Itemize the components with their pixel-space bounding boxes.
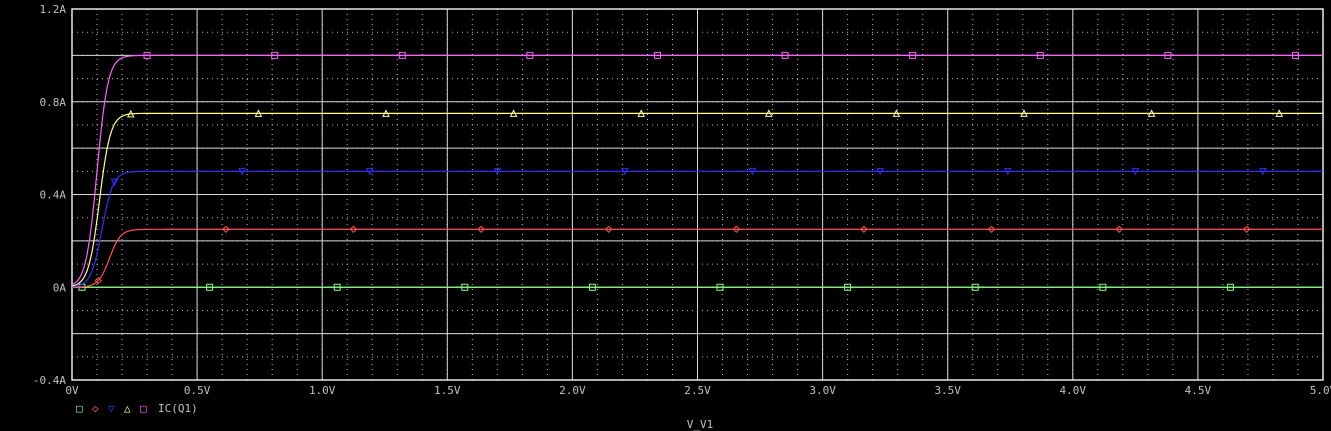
marker-diamond [477, 225, 485, 233]
marker-diamond [222, 225, 230, 233]
marker-triangle-up [126, 109, 135, 118]
marker-diamond [349, 225, 358, 233]
x-tick-label: 1.0V [309, 384, 336, 397]
marker-square [143, 51, 151, 59]
marker-triangle-down [876, 167, 884, 176]
marker-square [461, 283, 469, 291]
x-tick-label: 0.5V [184, 384, 211, 397]
marker-square [653, 51, 661, 59]
plot-frame [71, 8, 1324, 381]
marker-triangle-down [493, 167, 502, 176]
marker-triangle-down [748, 167, 757, 176]
marker-square [271, 51, 279, 59]
marker-square [1226, 283, 1234, 291]
marker-diamond [732, 225, 740, 233]
marker-triangle-up [892, 109, 901, 117]
marker-square [1099, 283, 1107, 291]
marker-square [781, 51, 789, 59]
x-tick-label: 5.0V [1310, 384, 1331, 397]
series-line-4 [71, 112, 1323, 287]
x-tick-label: 3.5V [934, 384, 961, 397]
y-tick-label: -0.4A [33, 374, 66, 387]
marker-square [588, 283, 596, 291]
marker-diamond [1242, 225, 1251, 233]
marker-triangle-up [637, 109, 646, 117]
marker-square [971, 283, 979, 291]
marker-diamond [987, 225, 996, 233]
marker-triangle-up [254, 109, 263, 117]
x-tick-label: 2.5V [684, 384, 711, 397]
marker-triangle-up [1275, 109, 1284, 117]
series-line-3 [71, 170, 1323, 288]
legend-symbol-1: □ [76, 402, 83, 415]
y-tick-label: 0.4A [40, 189, 67, 202]
marker-square [1291, 51, 1299, 59]
marker-square [1036, 51, 1044, 59]
marker-triangle-up [1147, 109, 1156, 117]
x-tick-label: 4.0V [1060, 384, 1087, 397]
legend-symbol-4: △ [124, 402, 131, 415]
marker-square [333, 283, 341, 291]
x-tick-label: 1.5V [434, 384, 461, 397]
legend-symbol-3: ▽ [108, 402, 115, 415]
marker-square [909, 51, 917, 59]
marker-triangle-down [365, 167, 374, 176]
marker-square [206, 283, 214, 291]
x-tick-label: 0V [65, 384, 79, 397]
grid [71, 8, 1324, 381]
marker-triangle-up [1020, 109, 1028, 117]
marker-triangle-down [110, 178, 119, 187]
series-layer [71, 51, 1323, 291]
x-tick-label: 4.5V [1185, 384, 1212, 397]
series-line-5 [71, 54, 1323, 286]
marker-triangle-down [621, 167, 629, 176]
x-axis-label: V_V1 [687, 418, 714, 431]
marker-triangle-down [1259, 167, 1267, 176]
marker-square [526, 51, 534, 59]
marker-triangle-up [382, 109, 390, 117]
legend-symbol-5: □ [140, 402, 147, 415]
legend-label: IC(Q1) [158, 402, 198, 415]
marker-triangle-down [1131, 167, 1140, 176]
series-line-2 [71, 228, 1323, 288]
marker-square [844, 283, 852, 291]
x-tick-label: 2.0V [559, 384, 586, 397]
marker-square [716, 283, 724, 291]
y-tick-label: 1.2A [40, 3, 67, 16]
marker-diamond [94, 276, 102, 285]
marker-triangle-down [1003, 167, 1012, 176]
legend: □ ◇ ▽ △ □ IC(Q1) [76, 402, 198, 415]
y-tick-label: 0A [53, 281, 67, 294]
marker-square [398, 51, 406, 59]
legend-symbol-2: ◇ [92, 402, 99, 415]
y-tick-label: 0.8A [40, 96, 67, 109]
x-tick-label: 3.0V [809, 384, 836, 397]
marker-square [1164, 51, 1172, 59]
marker-triangle-up [764, 109, 773, 117]
axis-ticks: 0V 0.5V 1.0V 1.5V 2.0V 2.5V 3.0V 3.5V 4.0V 4.5V 5.… [33, 3, 1331, 397]
marker-diamond [604, 225, 613, 233]
marker-triangle-up [509, 109, 518, 117]
marker-triangle-down [238, 167, 246, 176]
marker-diamond [860, 225, 868, 233]
marker-diamond [1115, 225, 1123, 233]
